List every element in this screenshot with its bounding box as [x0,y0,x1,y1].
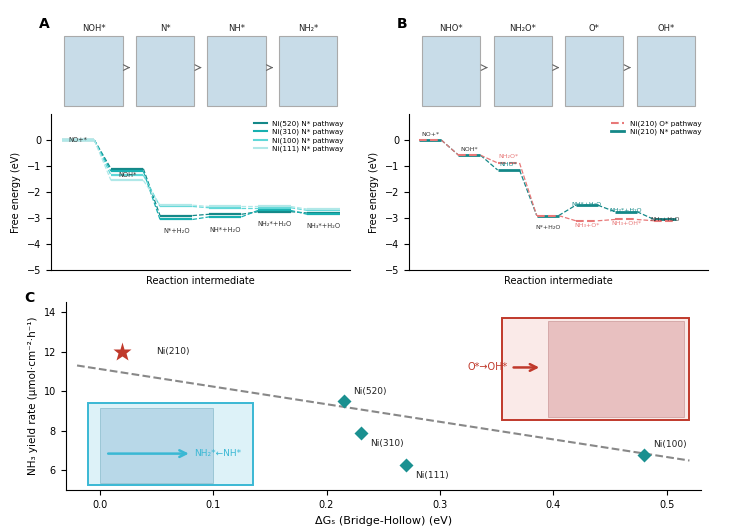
Text: N*+H₂O: N*+H₂O [535,225,561,231]
FancyBboxPatch shape [422,36,480,106]
Text: NH₂*+H₂O: NH₂*+H₂O [257,222,291,227]
Text: N*: N* [160,24,170,33]
Text: A: A [39,17,50,31]
Text: NH₃+O*: NH₃+O* [574,223,599,228]
Legend: Ni(520) N* pathway, Ni(310) N* pathway, Ni(100) N* pathway, Ni(111) N* pathway: Ni(520) N* pathway, Ni(310) N* pathway, … [250,118,347,155]
FancyBboxPatch shape [136,36,194,106]
FancyBboxPatch shape [565,36,623,106]
Y-axis label: Free energy (eV): Free energy (eV) [12,152,21,233]
Text: B: B [397,17,407,31]
Text: OH*: OH* [657,24,675,33]
Text: Ni(210): Ni(210) [156,347,190,356]
Text: Ni(310): Ni(310) [369,439,403,448]
Text: NOH*: NOH* [461,147,478,152]
FancyBboxPatch shape [88,403,253,485]
Text: NH₂O*: NH₂O* [499,154,518,160]
FancyBboxPatch shape [493,36,552,106]
Text: N*+H₂O: N*+H₂O [163,228,190,234]
Text: NOH*: NOH* [118,172,137,178]
Text: NH₃+OH*: NH₃+OH* [611,222,641,226]
Text: NH₂*+H₂O: NH₂*+H₂O [610,208,642,213]
FancyBboxPatch shape [637,36,695,106]
Text: Ni(111): Ni(111) [415,471,449,480]
Text: NHO*: NHO* [439,24,463,33]
Text: NHO*: NHO* [500,162,518,167]
Text: NH*: NH* [228,24,245,33]
Y-axis label: Free energy (eV): Free energy (eV) [369,152,379,233]
Text: NH*+H₂O: NH*+H₂O [210,227,241,233]
X-axis label: ΔGₛ (Bridge-Hollow) (eV): ΔGₛ (Bridge-Hollow) (eV) [315,516,452,526]
Text: NH*+H₂O: NH*+H₂O [572,201,602,207]
X-axis label: Reaction intermediate: Reaction intermediate [147,276,255,286]
Text: NH₂O*: NH₂O* [510,24,536,33]
Text: NH₃+H₂O: NH₃+H₂O [650,217,680,222]
X-axis label: Reaction intermediate: Reaction intermediate [504,276,612,286]
Text: Ni(100): Ni(100) [653,440,687,449]
FancyBboxPatch shape [279,36,337,106]
Y-axis label: NH₃ yield rate (μmol·cm⁻²·h⁻¹): NH₃ yield rate (μmol·cm⁻²·h⁻¹) [28,317,38,475]
FancyBboxPatch shape [207,36,266,106]
Text: O*: O* [589,24,599,33]
FancyBboxPatch shape [64,36,123,106]
FancyBboxPatch shape [502,318,689,420]
Text: NH₂*←NH*: NH₂*←NH* [108,449,242,458]
Text: O*→OH*: O*→OH* [468,363,537,373]
Text: NO+*: NO+* [421,132,439,137]
Text: C: C [24,291,34,305]
Text: NH₃*+H₂O: NH₃*+H₂O [307,224,340,229]
Text: NH₂*: NH₂* [298,24,318,33]
Legend: Ni(210) O* pathway, Ni(210) N* pathway: Ni(210) O* pathway, Ni(210) N* pathway [608,118,704,138]
FancyBboxPatch shape [548,321,684,417]
Text: NO+*: NO+* [69,137,88,143]
Text: Ni(520): Ni(520) [353,386,386,395]
Text: NOH*: NOH* [82,24,105,33]
FancyBboxPatch shape [100,408,213,483]
